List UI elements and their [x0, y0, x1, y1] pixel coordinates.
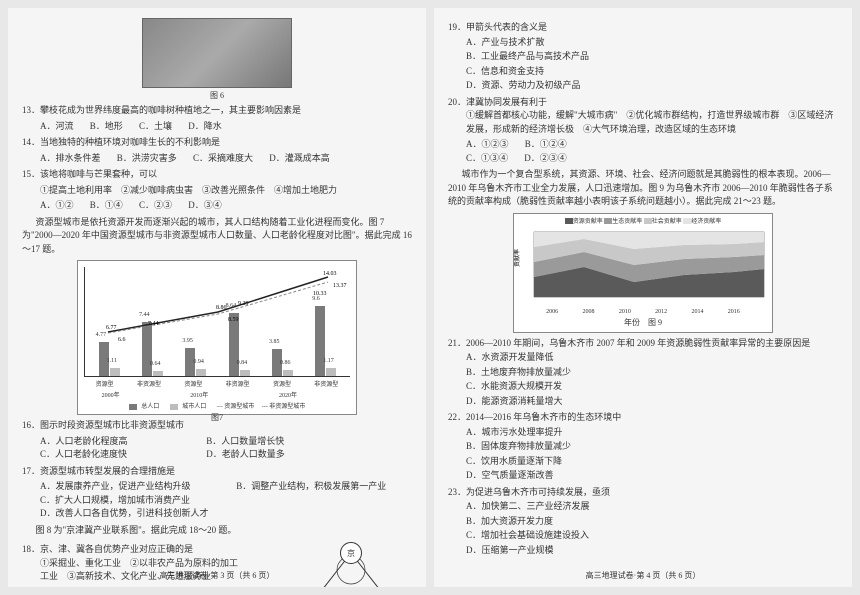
q19: 19．甲箭头代表的含义是 A．产业与技术扩散 B．工业最终产品与高技术产品 C．… — [448, 21, 838, 93]
q18-opt-c: C．①③② — [157, 586, 199, 588]
node-jing: 京 — [340, 542, 362, 564]
q19-opt-c: C．信息和资金支持 — [466, 65, 838, 79]
q22: 22．2014—2016 年乌鲁木齐市的生态环境中 A．城市污水处理率提升 B．… — [448, 411, 838, 483]
q20-opt-a: A．①②③ — [466, 138, 509, 152]
page-3-footer: 高三地理试卷·第 3 页（共 6 页） — [8, 570, 426, 581]
q17: 17．资源型城市转型发展的合理措施是 A．发展康养产业，促进产业结构升级 B．调… — [22, 465, 412, 521]
terrace-photo — [142, 18, 292, 88]
intro-21-23: 城市作为一个复合型系统，其资源、环境、社会、经济问题就是其脆弱性的根本表现。20… — [448, 168, 838, 209]
q19-options: A．产业与技术扩散 B．工业最终产品与高技术产品 C．信息和资金支持 D．资源、… — [448, 36, 838, 93]
q16: 16．图示时段资源型城市比非资源型城市 A．人口老龄化程度高 B．人口数量增长快… — [22, 419, 412, 462]
q16-opt-c: C．人口老龄化速度快 — [40, 448, 190, 462]
q23-opt-c: C．增加社会基础设施建设投入 — [466, 529, 838, 543]
q20-circles: ①缓解首都核心功能，缓解"大城市病" ②优化城市群结构，打造世界级城市群 ③区域… — [448, 109, 838, 136]
chart9-svg: 贡献率 — [514, 227, 772, 307]
q15-stem: 15．该地将咖啡与芒果套种，可以 — [22, 169, 157, 179]
q14-opt-d: D．灌溉成本高 — [269, 152, 330, 166]
q13-options: A．河流 B．地形 C．土壤 D．降水 — [22, 120, 412, 134]
q17-opt-d: D．改善人口各自优势，引进科技创新人才 — [40, 507, 209, 521]
page-4-footer: 高三地理试卷·第 4 页（共 6 页） — [434, 570, 852, 581]
chart9-legend: 资源贡献率 生态贡献率 社会贡献率 经济贡献率 — [514, 214, 772, 227]
q21-stem: 21．2006—2010 年期间，乌鲁木齐市 2007 年和 2009 年资源脆… — [448, 338, 810, 348]
q20-stem: 20．津冀协同发展有利于 — [448, 97, 547, 107]
svg-text:贡献率: 贡献率 — [514, 248, 521, 266]
q16-opt-d: D．老龄人口数量多 — [206, 448, 285, 462]
figure-6: 图 6 — [22, 18, 412, 101]
q18-opt-b: B．②①③ — [99, 586, 141, 588]
q15-opt-a: A．①② — [40, 199, 74, 213]
q14-opt-c: C．采摘难度大 — [193, 152, 253, 166]
q19-opt-b: B．工业最终产品与高技术产品 — [466, 50, 838, 64]
q23-opt-b: B．加大资源开发力度 — [466, 515, 838, 529]
q21-opt-b: B．土地废弃物排放量减少 — [466, 366, 838, 380]
q19-opt-a: A．产业与技术扩散 — [466, 36, 838, 50]
q20-opt-b: B．①②④ — [525, 138, 567, 152]
page-4: 19．甲箭头代表的含义是 A．产业与技术扩散 B．工业最终产品与高技术产品 C．… — [434, 8, 852, 587]
q13-stem: 13．攀枝花成为世界纬度最高的咖啡树种植地之一，其主要影响因素是 — [22, 105, 301, 115]
chart7-xlabels: 资源型非资源型资源型非资源型资源型非资源型 — [84, 379, 350, 388]
q14: 14．当地独特的种植环境对咖啡生长的不利影响是 A．排水条件差 B．洪涝灾害多 … — [22, 136, 412, 165]
q18-options: A．③②① B．②①③ C．①③② D．③①② — [22, 586, 246, 588]
q15-options: A．①② B．①④ C．②③ D．③④ — [22, 199, 412, 213]
q22-options: A．城市污水处理率提升 B．固体废弃物排放量减少 C．饮用水质量逐渐下降 D．空… — [448, 426, 838, 483]
q21: 21．2006—2010 年期间，乌鲁木齐市 2007 年和 2009 年资源脆… — [448, 337, 838, 409]
q21-opt-a: A．水资源开发量降低 — [466, 351, 838, 365]
q23-opt-a: A．加快第二、三产业经济发展 — [466, 500, 838, 514]
chart7-bars: 4.771.11 7.440.64 3.950.94 8.640.84 3.85… — [84, 267, 350, 377]
intro-16-17: 资源型城市是依托资源开发而逐渐兴起的城市，其人口结构随着工业化进程而变化。图 7… — [22, 216, 412, 257]
q22-opt-d: D．空气质量逐渐改善 — [466, 469, 838, 483]
q13-opt-b: B．地形 — [90, 120, 123, 134]
q14-options: A．排水条件差 B．洪涝灾害多 C．采摘难度大 D．灌溉成本高 — [22, 152, 412, 166]
q13-opt-c: C．土壤 — [139, 120, 172, 134]
q17-opt-c: C．扩大人口规模，增加城市消费产业 — [40, 494, 220, 508]
page-3: 图 6 13．攀枝花成为世界纬度最高的咖啡树种植地之一，其主要影响因素是 A．河… — [8, 8, 426, 587]
q20-opt-d: D．②③④ — [524, 152, 567, 166]
q17-opt-a: A．发展康养产业，促进产业结构升级 — [40, 480, 220, 494]
q23-stem: 23．为促进乌鲁木齐市可持续发展，亟须 — [448, 487, 610, 497]
q23-opt-d: D．压缩第一产业规模 — [466, 544, 838, 558]
chart9-xlabels: 2006 2008 2010 2012 2014 2016 — [514, 309, 772, 315]
q16-options: A．人口老龄化程度高 B．人口数量增长快 C．人口老龄化速度快 D．老龄人口数量… — [22, 435, 412, 462]
q15-circles: ①提高土地利用率 ②减少咖啡病虫害 ③改善光照条件 ④增加土地肥力 — [22, 184, 412, 198]
q16-opt-b: B．人口数量增长快 — [206, 435, 284, 449]
q20-opt-c: C．①③④ — [466, 152, 508, 166]
q20: 20．津冀协同发展有利于 ①缓解首都核心功能，缓解"大城市病" ②优化城市群结构… — [448, 96, 838, 166]
q13: 13．攀枝花成为世界纬度最高的咖啡树种植地之一，其主要影响因素是 A．河流 B．… — [22, 104, 412, 133]
q17-options: A．发展康养产业，促进产业结构升级 B．调整产业结构，积极发展第一产业 C．扩大… — [22, 480, 412, 521]
q21-opt-d: D．能源资源消耗量增大 — [466, 395, 838, 409]
q15-opt-b: B．①④ — [90, 199, 123, 213]
figure-6-caption: 图 6 — [22, 90, 412, 101]
q13-opt-a: A．河流 — [40, 120, 74, 134]
q14-stem: 14．当地独特的种植环境对咖啡生长的不利影响是 — [22, 137, 220, 147]
q14-opt-a: A．排水条件差 — [40, 152, 101, 166]
figure-9-chart: 资源贡献率 生态贡献率 社会贡献率 经济贡献率 贡献率 2006 2008 20… — [513, 213, 773, 333]
q22-opt-b: B．固体废弃物排放量减少 — [466, 440, 838, 454]
q15-opt-c: C．②③ — [139, 199, 172, 213]
q17-opt-b: B．调整产业结构，积极发展第一产业 — [236, 480, 386, 494]
q21-opt-c: C．水能资源大规模开发 — [466, 380, 838, 394]
q23-options: A．加快第二、三产业经济发展 B．加大资源开发力度 C．增加社会基础设施建设投入… — [448, 500, 838, 557]
chart7-caption: 图7 — [84, 412, 350, 423]
q19-opt-d: D．资源、劳动力及初级产品 — [466, 79, 838, 93]
q23: 23．为促进乌鲁木齐市可持续发展，亟须 A．加快第二、三产业经济发展 B．加大资… — [448, 486, 838, 558]
q14-opt-b: B．洪涝灾害多 — [117, 152, 177, 166]
q22-opt-c: C．饮用水质量逐渐下降 — [466, 455, 838, 469]
figure-7-chart: 4.771.11 7.440.64 3.950.94 8.640.84 3.85… — [77, 260, 357, 415]
chart7-legend: 总人口 城市人口 — 资源型城市 --- 非资源型城市 — [84, 401, 350, 410]
q15: 15．该地将咖啡与芒果套种，可以 ①提高土地利用率 ②减少咖啡病虫害 ③改善光照… — [22, 168, 412, 213]
q13-opt-d: D．降水 — [188, 120, 222, 134]
q21-options: A．水资源开发量降低 B．土地废弃物排放量减少 C．水能资源大规模开发 D．能源… — [448, 351, 838, 408]
q18-stem: 18．京、津、冀各自优势产业对应正确的是 — [22, 544, 193, 554]
q17-stem: 17．资源型城市转型发展的合理措施是 — [22, 466, 175, 476]
chart9-xlabel: 年份 图 9 — [514, 317, 772, 328]
chart7-years: 2000年2010年2020年 — [84, 390, 350, 399]
q15-opt-d: D．③④ — [188, 199, 222, 213]
q20-options: A．①②③ B．①②④ C．①③④ D．②③④ — [448, 138, 838, 165]
intro-18-20: 图 8 为"京津冀产业联系图"。据此完成 18～20 题。 — [22, 524, 412, 538]
q22-opt-a: A．城市污水处理率提升 — [466, 426, 838, 440]
q19-stem: 19．甲箭头代表的含义是 — [448, 22, 547, 32]
q22-stem: 22．2014—2016 年乌鲁木齐市的生态环境中 — [448, 412, 621, 422]
q16-opt-a: A．人口老龄化程度高 — [40, 435, 190, 449]
q18-opt-a: A．③②① — [40, 586, 83, 588]
